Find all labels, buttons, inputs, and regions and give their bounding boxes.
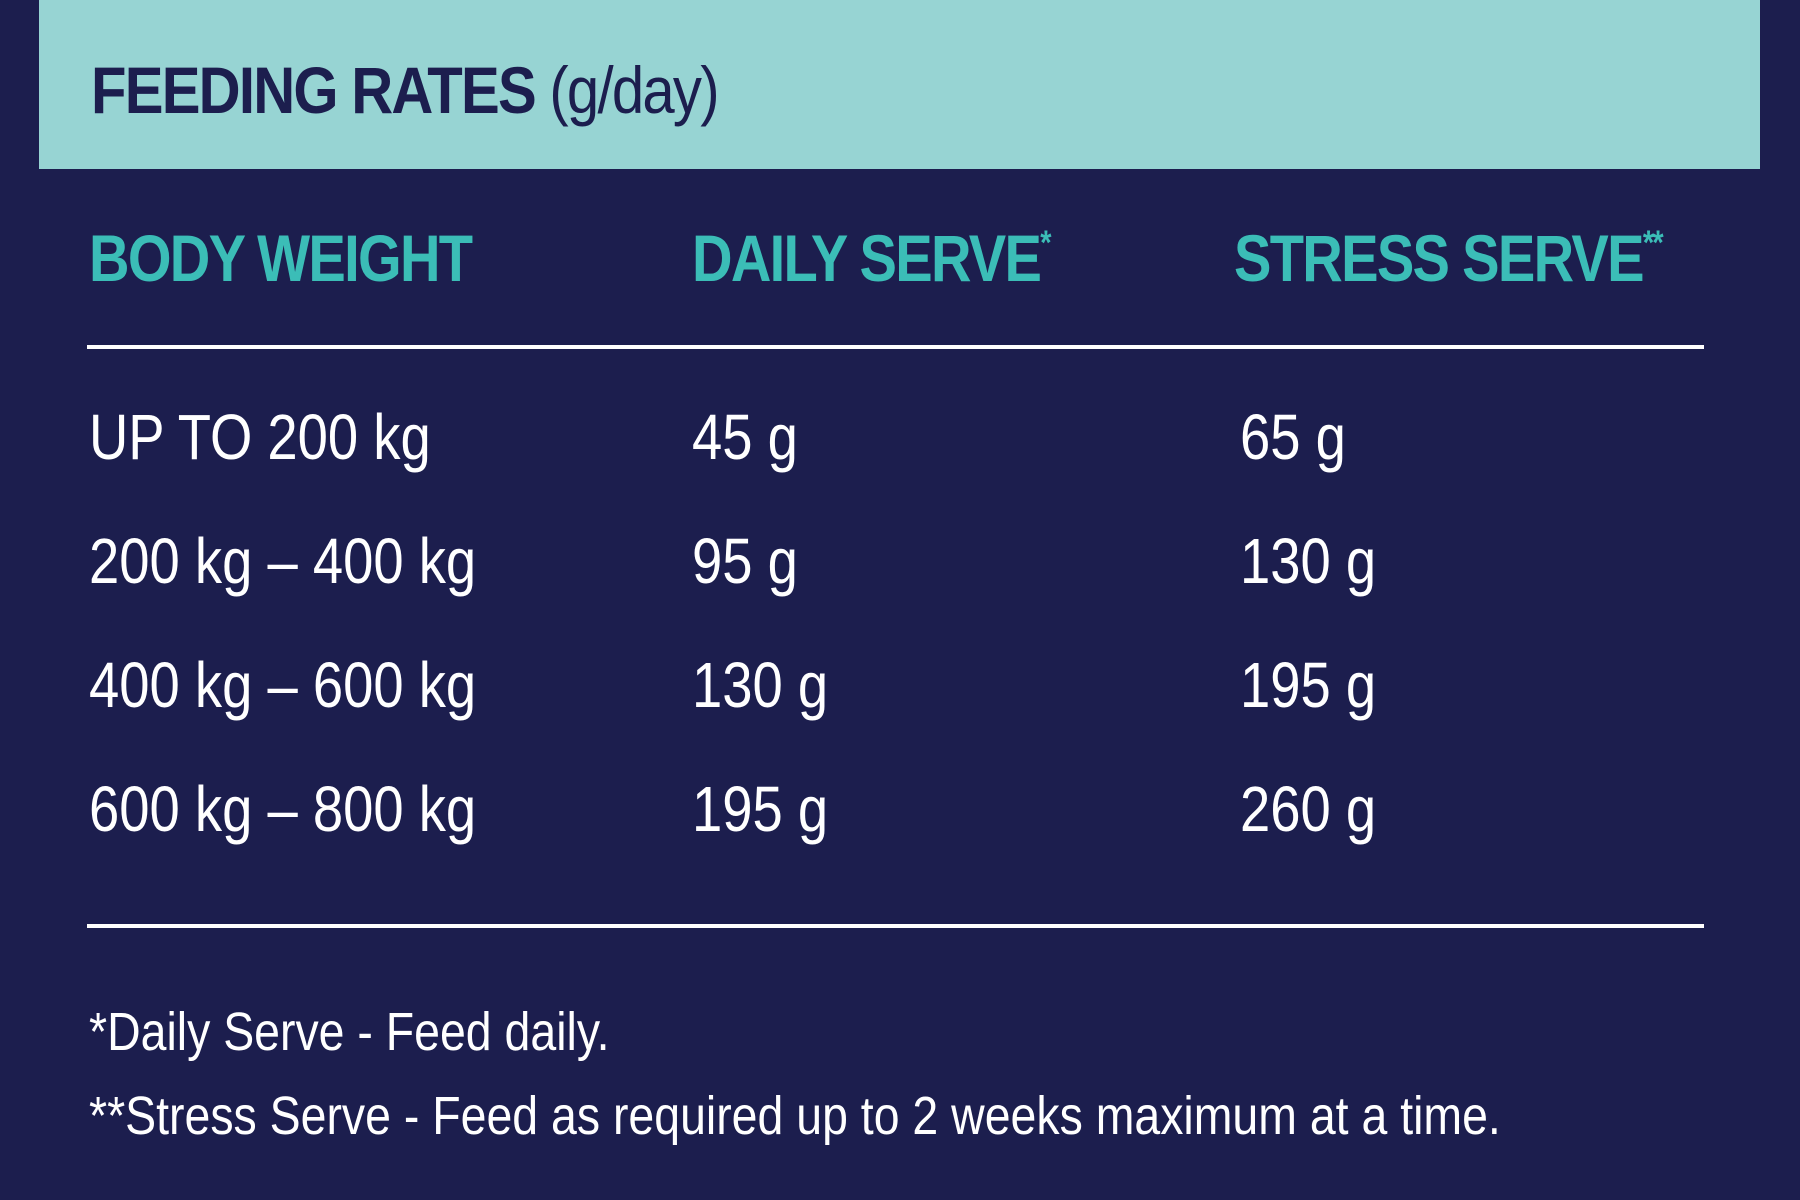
- footnotes: *Daily Serve - Feed daily. **Stress Serv…: [89, 990, 1739, 1158]
- footnote-stress-serve: **Stress Serve - Feed as required up to …: [89, 1086, 1501, 1146]
- column-header-daily-serve: DAILY SERVE*: [692, 220, 1051, 296]
- cell-stress-serve: 195 g: [1240, 649, 1377, 721]
- page-title: FEEDING RATES (g/day): [91, 52, 720, 128]
- table-divider-top: [87, 345, 1704, 349]
- column-header-stress-serve: STRESS SERVE**: [1234, 220, 1664, 296]
- table-row: 200 kg – 400 kg 95 g 130 g: [0, 524, 1800, 614]
- column-header-body-weight: BODY WEIGHT: [89, 220, 473, 296]
- footnote-mark: *: [1040, 224, 1051, 262]
- column-header-label: STRESS SERVE: [1234, 221, 1645, 295]
- cell-body-weight: UP TO 200 kg: [89, 401, 431, 473]
- table-header: BODY WEIGHT DAILY SERVE* STRESS SERVE**: [0, 220, 1800, 300]
- column-header-label: BODY WEIGHT: [89, 221, 473, 295]
- cell-body-weight: 400 kg – 600 kg: [89, 649, 477, 721]
- cell-body-weight: 600 kg – 800 kg: [89, 773, 477, 845]
- table-row: UP TO 200 kg 45 g 65 g: [0, 400, 1800, 490]
- table-divider-bottom: [87, 924, 1704, 928]
- cell-daily-serve: 95 g: [692, 525, 798, 597]
- table-row: 400 kg – 600 kg 130 g 195 g: [0, 648, 1800, 738]
- cell-daily-serve: 195 g: [692, 773, 829, 845]
- page-title-unit: (g/day): [549, 53, 719, 127]
- page-title-text: FEEDING RATES: [91, 53, 537, 127]
- cell-daily-serve: 45 g: [692, 401, 798, 473]
- header-band: FEEDING RATES (g/day): [39, 0, 1760, 169]
- footnote-mark: **: [1642, 224, 1664, 262]
- cell-body-weight: 200 kg – 400 kg: [89, 525, 477, 597]
- cell-stress-serve: 260 g: [1240, 773, 1377, 845]
- cell-stress-serve: 65 g: [1240, 401, 1346, 473]
- cell-stress-serve: 130 g: [1240, 525, 1377, 597]
- column-header-label: DAILY SERVE: [692, 221, 1042, 295]
- table-row: 600 kg – 800 kg 195 g 260 g: [0, 772, 1800, 862]
- cell-daily-serve: 130 g: [692, 649, 829, 721]
- footnote-daily-serve: *Daily Serve - Feed daily.: [89, 1002, 610, 1062]
